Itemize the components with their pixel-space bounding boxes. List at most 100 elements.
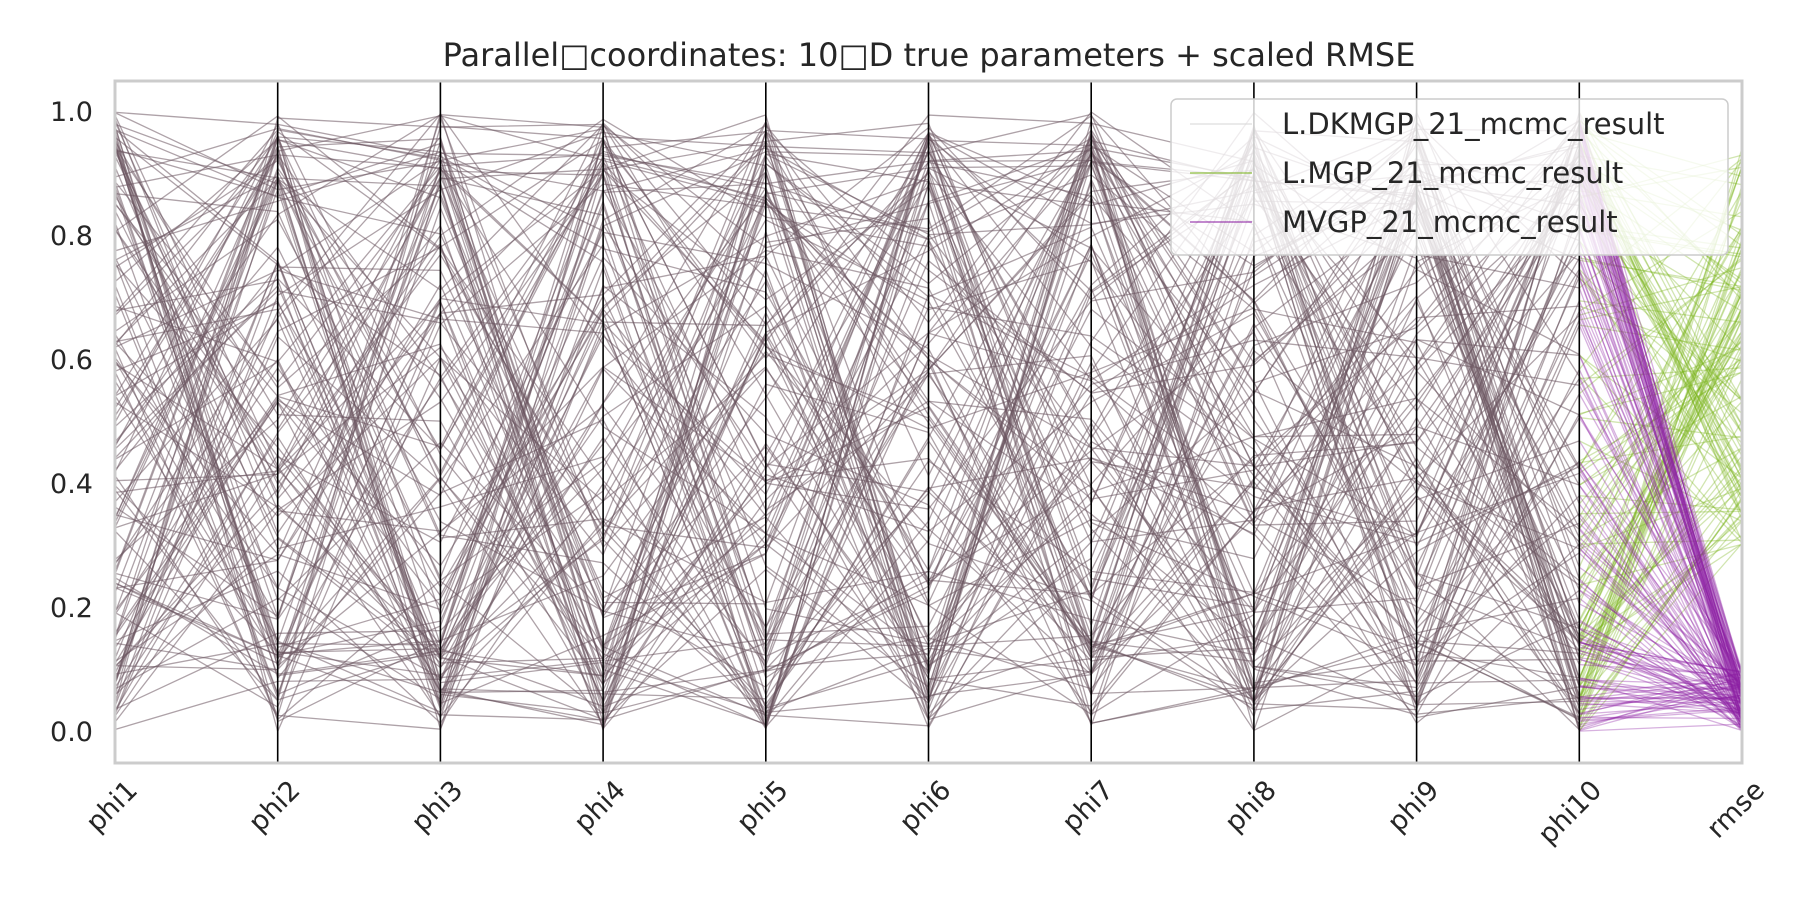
rmse-line	[1578, 198, 1743, 700]
rmse-line	[1579, 658, 1743, 715]
rmse-line	[1578, 190, 1743, 707]
rmse-line	[1578, 268, 1743, 444]
rmse-line	[1578, 503, 1743, 720]
rmse-line	[1578, 196, 1743, 677]
rmse-line	[1578, 363, 1743, 486]
rmse-line	[1578, 230, 1743, 518]
rmse-line	[1578, 354, 1743, 479]
rmse-line	[1578, 312, 1743, 524]
rmse-line	[1579, 367, 1743, 380]
parameter-line	[114, 118, 1580, 538]
rmse-line	[1579, 324, 1743, 351]
rmse-line	[1578, 169, 1743, 719]
rmse-line	[1578, 495, 1743, 732]
rmse-line	[1579, 673, 1743, 698]
rmse-line	[1578, 177, 1743, 692]
parameter-line	[114, 160, 1580, 728]
rmse-line	[1579, 707, 1743, 721]
rmse-line	[1578, 319, 1743, 700]
rmse-line	[1578, 314, 1743, 630]
rmse-line	[1578, 171, 1743, 710]
parameter-line	[114, 120, 1580, 672]
rmse-line	[1578, 269, 1743, 643]
rmse-line	[1578, 499, 1743, 718]
legend-label: L.MGP_21_mcmc_result	[1282, 156, 1623, 190]
rmse-line	[1579, 685, 1743, 690]
x-tick-label-phi10: phi10	[1532, 775, 1608, 851]
rmse-line	[1578, 227, 1743, 467]
parameter-line	[114, 142, 1580, 730]
rmse-line	[1578, 310, 1743, 725]
parameter-line	[114, 115, 1580, 708]
rmse-line	[1578, 225, 1743, 530]
parameter-line	[114, 249, 1580, 711]
parameter-line	[114, 141, 1580, 732]
parameter-line	[114, 162, 1580, 595]
rmse-line	[1578, 543, 1743, 652]
rmse-line	[1578, 498, 1743, 726]
rmse-line	[1579, 435, 1743, 464]
rmse-line	[1578, 378, 1743, 731]
rmse-line	[1578, 344, 1743, 645]
parameter-line	[114, 121, 1580, 656]
parameter-line	[114, 179, 1580, 715]
parameter-line	[114, 151, 1580, 721]
rmse-line	[1578, 522, 1743, 687]
rmse-line	[1579, 702, 1743, 714]
rmse-line	[1578, 230, 1743, 673]
parameter-line	[114, 150, 1580, 692]
rmse-line	[1578, 513, 1743, 723]
rmse-line	[1578, 179, 1743, 721]
rmse-line	[1579, 257, 1743, 292]
rmse-line	[1579, 416, 1743, 439]
y-tick-label: 0.2	[50, 593, 93, 624]
parameter-line	[114, 130, 1580, 715]
rmse-line	[1579, 723, 1743, 732]
parameter-line	[114, 147, 1580, 702]
rmse-line	[1578, 489, 1743, 732]
rmse-line	[1578, 240, 1743, 715]
rmse-line	[1578, 447, 1743, 654]
rmse-line	[1579, 685, 1743, 711]
rmse-line	[1578, 341, 1743, 471]
rmse-line	[1578, 298, 1743, 639]
rmse-line	[1579, 684, 1743, 703]
rmse-line	[1579, 696, 1743, 706]
y-tick-label: 1.0	[50, 97, 93, 128]
rmse-line	[1578, 238, 1743, 698]
rmse-line	[1578, 224, 1743, 723]
parameter-line	[114, 138, 1580, 663]
rmse-line	[1578, 537, 1743, 686]
rmse-line	[1579, 286, 1743, 321]
rmse-line	[1578, 314, 1743, 681]
rmse-line	[1578, 417, 1743, 671]
rmse-line	[1578, 469, 1743, 651]
parameter-line	[114, 135, 1580, 705]
rmse-line	[1578, 358, 1743, 474]
rmse-line	[1578, 251, 1743, 693]
rmse-line	[1578, 420, 1743, 688]
parameter-line	[114, 160, 1580, 721]
rmse-line	[1578, 496, 1743, 728]
rmse-line	[1579, 641, 1743, 713]
parameter-line	[114, 141, 1580, 722]
rmse-line	[1578, 257, 1743, 680]
legend-label: MVGP_21_mcmc_result	[1282, 205, 1618, 239]
legend: L.DKMGP_21_mcmc_result L.MGP_21_mcmc_resu…	[1170, 98, 1729, 256]
rmse-line	[1579, 639, 1743, 719]
rmse-line	[1578, 348, 1743, 714]
rmse-line	[1579, 700, 1743, 704]
rmse-line	[1578, 395, 1743, 486]
rmse-line	[1578, 259, 1743, 707]
rmse-line	[1579, 649, 1743, 708]
rmse-line	[1578, 241, 1743, 716]
rmse-line	[1579, 663, 1743, 677]
rmse-line	[1578, 589, 1743, 692]
rmse-line	[1578, 338, 1743, 529]
rmse-line	[1578, 484, 1743, 693]
rmse-line	[1578, 184, 1743, 691]
rmse-line	[1578, 181, 1743, 673]
rmse-line	[1579, 487, 1743, 550]
parameter-line	[114, 302, 1580, 711]
rmse-line	[1578, 354, 1743, 713]
